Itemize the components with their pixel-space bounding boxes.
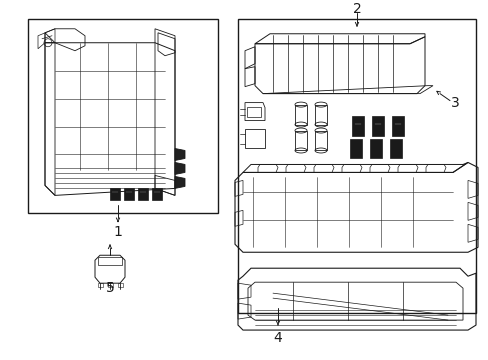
Text: 3: 3: [450, 96, 458, 109]
Text: 1: 1: [113, 225, 122, 239]
Polygon shape: [389, 139, 401, 158]
Bar: [294, 131, 306, 150]
Polygon shape: [351, 116, 363, 135]
Polygon shape: [175, 162, 184, 175]
Polygon shape: [371, 116, 383, 135]
Polygon shape: [391, 116, 403, 135]
Polygon shape: [349, 139, 361, 158]
Polygon shape: [124, 188, 134, 201]
Text: 4: 4: [273, 331, 282, 345]
Polygon shape: [175, 148, 184, 161]
Polygon shape: [152, 188, 162, 201]
Text: 5: 5: [105, 281, 114, 295]
Bar: [294, 105, 306, 125]
Bar: [28, 19, 218, 213]
Text: 2: 2: [352, 2, 361, 16]
Polygon shape: [369, 139, 381, 158]
Polygon shape: [110, 188, 120, 201]
Bar: [238, 19, 475, 313]
Bar: [98, 283, 103, 287]
Polygon shape: [175, 176, 184, 188]
Bar: [118, 283, 123, 287]
Bar: [314, 105, 326, 125]
Polygon shape: [138, 188, 148, 201]
Bar: [108, 283, 113, 287]
Bar: [314, 131, 326, 150]
